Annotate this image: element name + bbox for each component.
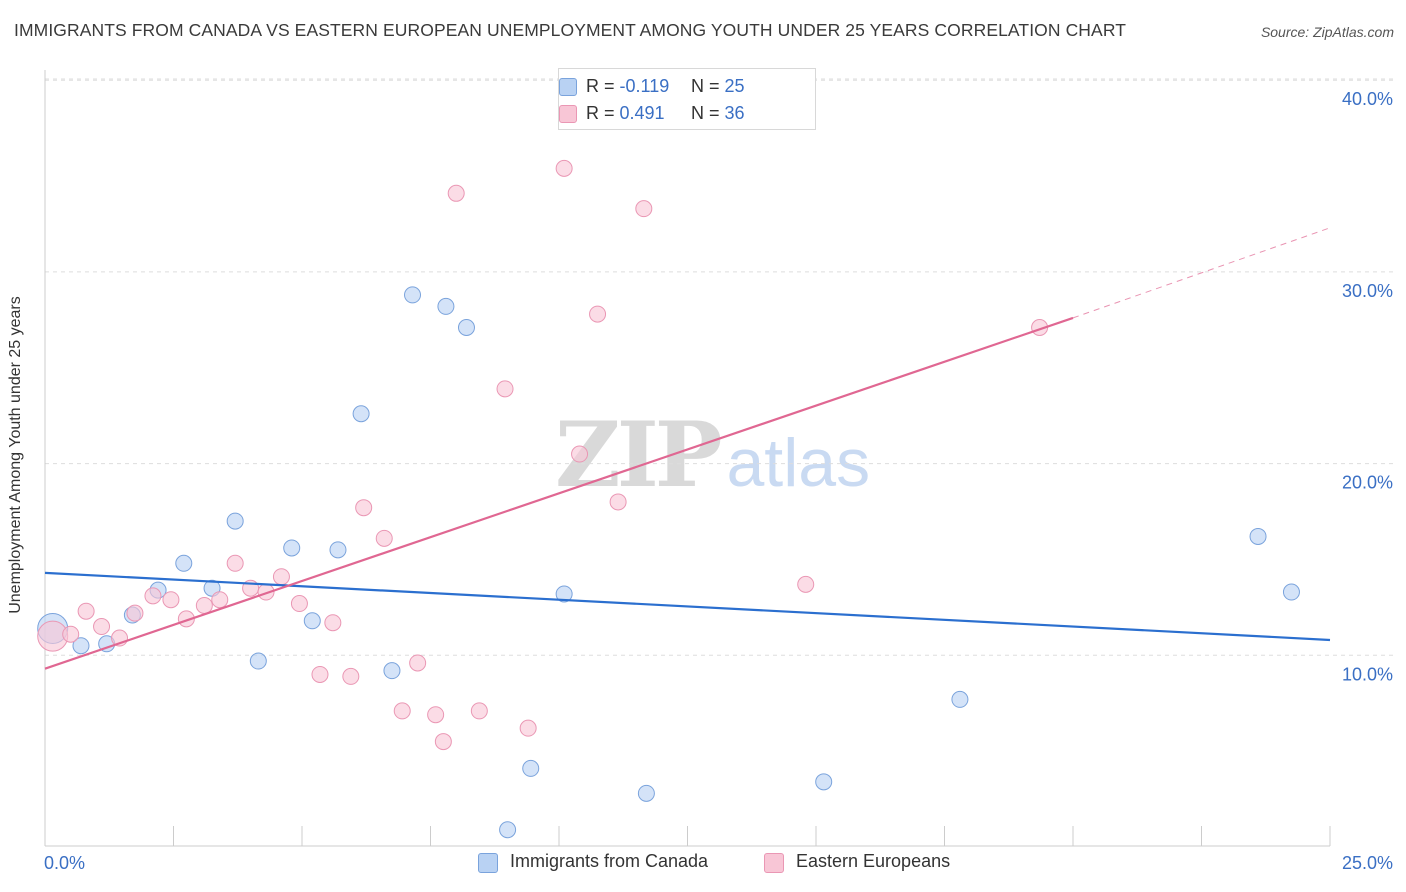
canada-point bbox=[1249, 527, 1267, 545]
canada-point bbox=[1282, 583, 1300, 601]
canada-point bbox=[815, 773, 833, 791]
eastern-point bbox=[272, 568, 290, 586]
eastern-point bbox=[290, 595, 308, 613]
legend-row-canada: R = -0.119 N = 25 bbox=[559, 76, 745, 98]
legend-swatch-eastern bbox=[764, 853, 784, 873]
eastern-point bbox=[93, 618, 111, 636]
canada-point bbox=[226, 512, 244, 530]
legend-label-canada: Immigrants from Canada bbox=[510, 851, 709, 871]
x-tick-label: 0.0% bbox=[44, 853, 85, 873]
eastern-trend-extension bbox=[1072, 227, 1331, 319]
eastern-point bbox=[496, 380, 514, 398]
eastern-point bbox=[555, 159, 573, 177]
canada-point bbox=[555, 585, 573, 603]
legend-n-value: 36 bbox=[724, 103, 745, 123]
chart-title: IMMIGRANTS FROM CANADA VS EASTERN EUROPE… bbox=[14, 20, 1127, 40]
eastern-point bbox=[226, 554, 244, 572]
legend-r-value: -0.119 bbox=[619, 76, 670, 96]
eastern-point bbox=[635, 200, 653, 218]
legend-row-eastern: R = 0.491 N = 36 bbox=[559, 103, 745, 125]
canada-point bbox=[522, 759, 540, 777]
canada-point bbox=[383, 662, 401, 680]
legend-swatch-blue bbox=[559, 78, 577, 96]
eastern-point bbox=[519, 719, 537, 737]
eastern-point bbox=[211, 591, 229, 609]
legend-n-value: 25 bbox=[724, 76, 745, 96]
canada-point bbox=[303, 612, 321, 630]
series-legend: Immigrants from Canada Eastern Europeans bbox=[0, 851, 1406, 879]
legend-r-label: R = bbox=[586, 103, 620, 123]
eastern-point bbox=[571, 445, 589, 463]
eastern-point bbox=[162, 591, 180, 609]
eastern-point bbox=[609, 493, 627, 511]
eastern-point bbox=[375, 529, 393, 547]
legend-label-eastern: Eastern Europeans bbox=[796, 851, 951, 871]
canada-point bbox=[637, 784, 655, 802]
eastern-point bbox=[409, 654, 427, 672]
legend-n-label: N = bbox=[691, 103, 725, 123]
canada-point bbox=[175, 554, 193, 572]
canada-point bbox=[499, 821, 517, 839]
x-tick-label: 25.0% bbox=[1342, 853, 1393, 873]
correlation-legend: R = -0.119 N = 25 R = 0.491 N = 36 bbox=[558, 68, 816, 130]
canada-point bbox=[404, 286, 422, 304]
legend-swatch-pink bbox=[559, 105, 577, 123]
canada-point bbox=[249, 652, 267, 670]
y-tick-label: 30.0% bbox=[1342, 281, 1393, 301]
eastern-point bbox=[447, 184, 465, 202]
source-label: Source: ZipAtlas.com bbox=[1260, 24, 1394, 40]
y-tick-label: 40.0% bbox=[1342, 89, 1393, 109]
canada-point bbox=[457, 318, 475, 336]
legend-item-eastern[interactable]: Eastern Europeans bbox=[764, 851, 951, 873]
eastern-point bbox=[470, 702, 488, 720]
eastern-point bbox=[427, 706, 445, 724]
eastern-point bbox=[393, 702, 411, 720]
eastern-point bbox=[62, 625, 80, 643]
canada-point bbox=[329, 541, 347, 559]
eastern-point bbox=[144, 587, 162, 605]
eastern-point bbox=[434, 733, 452, 751]
eastern-point bbox=[355, 499, 373, 517]
eastern-point bbox=[324, 614, 342, 632]
canada-point bbox=[437, 297, 455, 315]
legend-item-canada[interactable]: Immigrants from Canada bbox=[478, 851, 709, 873]
y-tick-label: 10.0% bbox=[1342, 664, 1393, 684]
canada-point bbox=[951, 690, 969, 708]
eastern-point bbox=[195, 596, 213, 614]
legend-r-label: R = bbox=[586, 76, 620, 96]
eastern-point bbox=[342, 667, 360, 685]
canada-point bbox=[72, 637, 90, 655]
eastern-point bbox=[589, 305, 607, 323]
canada-point bbox=[283, 539, 301, 557]
eastern-point bbox=[77, 602, 95, 620]
y-axis-label: Unemployment Among Youth under 25 years bbox=[7, 296, 24, 614]
canada-point bbox=[352, 405, 370, 423]
legend-n-label: N = bbox=[691, 76, 725, 96]
eastern-point bbox=[311, 665, 329, 683]
canada-trend-line bbox=[44, 571, 1331, 642]
y-tick-label: 20.0% bbox=[1342, 473, 1393, 493]
legend-swatch-canada bbox=[478, 853, 498, 873]
eastern-point bbox=[126, 604, 144, 622]
legend-r-value: 0.491 bbox=[619, 103, 665, 123]
eastern-point bbox=[797, 575, 815, 593]
eastern-trend-line bbox=[44, 316, 1074, 670]
